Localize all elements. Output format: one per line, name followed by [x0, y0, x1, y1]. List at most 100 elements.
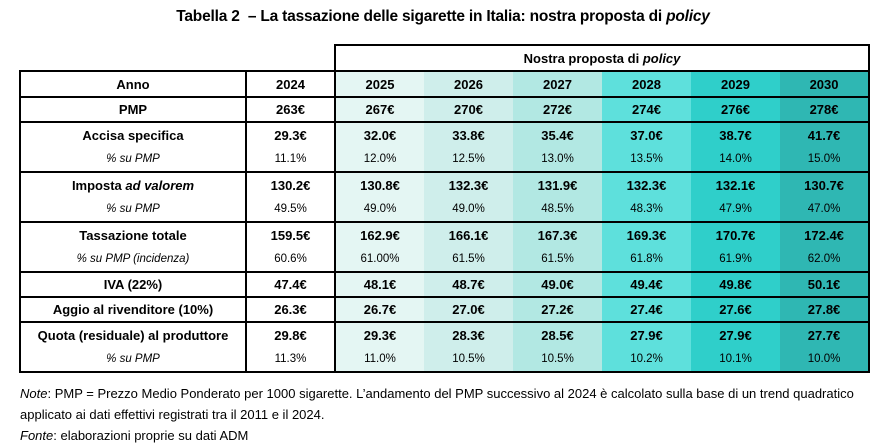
- value-cell: 26.7€: [335, 296, 424, 322]
- value-2024: 60.6%: [245, 247, 336, 272]
- year-column-header: Anno: [19, 70, 247, 98]
- value-cell: 49.0%: [335, 197, 424, 222]
- proposal-header: Nostra proposta di policy: [333, 44, 871, 72]
- value-cell: 49.4€: [602, 271, 691, 297]
- row-label: % su PMP (incidenza): [19, 247, 247, 272]
- value-cell: 28.3€: [424, 321, 513, 347]
- row-label: % su PMP: [19, 197, 247, 222]
- value-cell: 27.6€: [691, 296, 780, 322]
- value-cell: 61.5%: [513, 247, 602, 272]
- value-cell: 61.00%: [335, 247, 424, 272]
- value-cell: 41.7€: [780, 121, 871, 147]
- row-label: IVA (22%): [19, 271, 247, 297]
- value-cell: 267€: [335, 96, 424, 122]
- value-cell: 169.3€: [602, 221, 691, 247]
- year-header: 2029: [691, 70, 780, 98]
- value-cell: 47.9%: [691, 197, 780, 222]
- row-label: Accisa specifica: [19, 121, 247, 147]
- row-label: % su PMP: [19, 147, 247, 172]
- year-header: 2025: [335, 70, 424, 98]
- value-cell: 13.0%: [513, 147, 602, 172]
- row-label: Imposta ad valorem: [19, 171, 247, 197]
- value-cell: 61.9%: [691, 247, 780, 272]
- value-2024: 47.4€: [245, 271, 336, 297]
- value-cell: 130.7€: [780, 171, 871, 197]
- value-cell: 132.3€: [602, 171, 691, 197]
- table-row: Quota (residuale) al produttore 29.8€ 29.3…: [19, 321, 871, 347]
- row-label: Tassazione totale: [19, 221, 247, 247]
- table-row: PMP 263€ 267€ 270€ 272€ 274€ 276€ 278€: [19, 96, 871, 122]
- value-cell: 33.8€: [424, 121, 513, 147]
- value-2024: 49.5%: [245, 197, 336, 222]
- value-cell: 12.0%: [335, 147, 424, 172]
- table-row: IVA (22%) 47.4€ 48.1€ 48.7€ 49.0€ 49.4€ 49.8€ 5…: [19, 271, 871, 297]
- value-cell: 274€: [602, 96, 691, 122]
- table-row: Aggio al rivenditore (10%) 26.3€ 26.7€ 27.0…: [19, 296, 871, 322]
- table-row: % su PMP (incidenza) 60.6% 61.00% 61.5% 61.5…: [19, 247, 871, 272]
- value-cell: 50.1€: [780, 271, 871, 297]
- value-cell: 49.8€: [691, 271, 780, 297]
- value-cell: 27.4€: [602, 296, 691, 322]
- value-cell: 48.5%: [513, 197, 602, 222]
- value-cell: 32.0€: [335, 121, 424, 147]
- value-cell: 12.5%: [424, 147, 513, 172]
- table-row: Imposta ad valorem 130.2€ 130.8€ 132.3€ 131.…: [19, 171, 871, 197]
- value-cell: 132.1€: [691, 171, 780, 197]
- base-year-header: 2024: [245, 70, 336, 98]
- value-2024: 11.1%: [245, 147, 336, 172]
- value-cell: 14.0%: [691, 147, 780, 172]
- value-cell: 167.3€: [513, 221, 602, 247]
- value-cell: 27.9€: [602, 321, 691, 347]
- value-cell: 172.4€: [780, 221, 871, 247]
- value-cell: 48.3%: [602, 197, 691, 222]
- source-label: Fonte: [20, 428, 54, 443]
- value-cell: 166.1€: [424, 221, 513, 247]
- value-cell: 35.4€: [513, 121, 602, 147]
- value-cell: 10.0%: [780, 347, 871, 373]
- table-title-text: Tabella 2 – La tassazione delle sigarett…: [176, 8, 667, 25]
- proposal-header-row: Nostra proposta di policy: [20, 44, 871, 72]
- value-cell: 131.9€: [513, 171, 602, 197]
- value-cell: 27.7€: [780, 321, 871, 347]
- value-cell: 10.1%: [691, 347, 780, 373]
- value-cell: 27.9€: [691, 321, 780, 347]
- source-text: Fonte: elaborazioni proprie su dati ADM: [20, 425, 876, 446]
- source-body: : elaborazioni proprie su dati ADM: [53, 428, 249, 443]
- value-cell: 132.3€: [424, 171, 513, 197]
- table-row: Tassazione totale 159.5€ 162.9€ 166.1€ 167.3…: [19, 221, 871, 247]
- year-header: 2027: [513, 70, 602, 98]
- value-cell: 15.0%: [780, 147, 871, 172]
- value-cell: 10.5%: [424, 347, 513, 373]
- value-cell: 162.9€: [335, 221, 424, 247]
- value-cell: 13.5%: [602, 147, 691, 172]
- value-cell: 27.8€: [780, 296, 871, 322]
- proposal-header-text: Nostra proposta di: [523, 50, 643, 66]
- value-cell: 38.7€: [691, 121, 780, 147]
- table-title-italic: policy: [666, 8, 710, 25]
- column-header-row: Anno 2024 2025 2026 2027 2028 2029 2030: [19, 70, 871, 98]
- value-cell: 278€: [780, 96, 871, 122]
- proposal-header-italic: policy: [642, 50, 681, 66]
- year-header: 2028: [602, 70, 691, 98]
- value-2024: 159.5€: [245, 221, 336, 247]
- value-cell: 29.3€: [335, 321, 424, 347]
- value-cell: 28.5€: [513, 321, 602, 347]
- value-2024: 29.8€: [245, 321, 336, 347]
- value-cell: 47.0%: [780, 197, 871, 222]
- row-label: Quota (residuale) al produttore: [19, 321, 247, 347]
- value-2024: 263€: [245, 96, 336, 122]
- value-cell: 270€: [424, 96, 513, 122]
- table-row: % su PMP 49.5% 49.0% 49.0% 48.5% 48.3% 47.9% 47…: [19, 197, 871, 222]
- note-body: : PMP = Prezzo Medio Ponderato per 1000 …: [20, 386, 854, 422]
- value-cell: 130.8€: [335, 171, 424, 197]
- table-title: Tabella 2 – La tassazione delle sigarett…: [0, 8, 886, 26]
- value-cell: 49.0%: [424, 197, 513, 222]
- value-2024: 26.3€: [245, 296, 336, 322]
- value-cell: 10.5%: [513, 347, 602, 373]
- value-cell: 48.1€: [335, 271, 424, 297]
- row-label: Aggio al rivenditore (10%): [19, 296, 247, 322]
- year-header: 2026: [424, 70, 513, 98]
- table-row: % su PMP 11.3% 11.0% 10.5% 10.5% 10.2% 10.1% 10…: [19, 347, 871, 373]
- value-cell: 61.8%: [602, 247, 691, 272]
- value-cell: 27.2€: [513, 296, 602, 322]
